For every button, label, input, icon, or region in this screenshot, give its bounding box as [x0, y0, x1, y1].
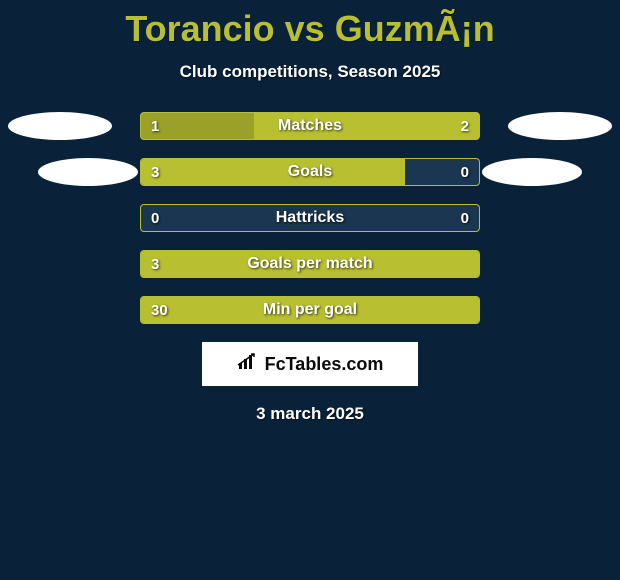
player-left-avatar-2 — [38, 158, 138, 186]
bar-hattricks: 0 Hattricks 0 — [140, 204, 480, 232]
bar-hattricks-label: Hattricks — [141, 205, 479, 231]
bar-hattricks-left-value: 0 — [151, 205, 159, 231]
chart-icon — [237, 353, 259, 376]
player-right-avatar-2 — [482, 158, 582, 186]
player-left-avatar — [8, 112, 112, 140]
bar-mpg: 30 Min per goal — [140, 296, 480, 324]
bar-row-gpm: 3 Goals per match — [0, 250, 620, 278]
bar-mpg-left-value: 30 — [151, 297, 168, 323]
page-title: Torancio vs GuzmÃ¡n — [0, 0, 620, 50]
bar-gpm: 3 Goals per match — [140, 250, 480, 278]
bar-gpm-left-fill — [141, 251, 479, 277]
bar-goals: 3 Goals 0 — [140, 158, 480, 186]
fctables-logo-text: FcTables.com — [265, 354, 384, 375]
date-label: 3 march 2025 — [0, 404, 620, 424]
fctables-logo[interactable]: FcTables.com — [202, 342, 418, 386]
bar-row-hattricks: 0 Hattricks 0 — [0, 204, 620, 232]
bar-gpm-left-value: 3 — [151, 251, 159, 277]
bar-goals-left-fill — [141, 159, 405, 185]
bar-matches-right-value: 2 — [461, 113, 469, 139]
player-right-avatar — [508, 112, 612, 140]
subtitle: Club competitions, Season 2025 — [0, 62, 620, 82]
bar-row-matches: 1 Matches 2 — [0, 112, 620, 140]
comparison-bars: 1 Matches 2 3 Goals 0 0 Hattricks 0 — [0, 112, 620, 324]
bar-matches: 1 Matches 2 — [140, 112, 480, 140]
bar-goals-left-value: 3 — [151, 159, 159, 185]
bar-row-goals: 3 Goals 0 — [0, 158, 620, 186]
bar-goals-right-value: 0 — [461, 159, 469, 185]
bar-matches-left-value: 1 — [151, 113, 159, 139]
bar-row-mpg: 30 Min per goal — [0, 296, 620, 324]
bar-mpg-left-fill — [141, 297, 479, 323]
bar-hattricks-right-value: 0 — [461, 205, 469, 231]
